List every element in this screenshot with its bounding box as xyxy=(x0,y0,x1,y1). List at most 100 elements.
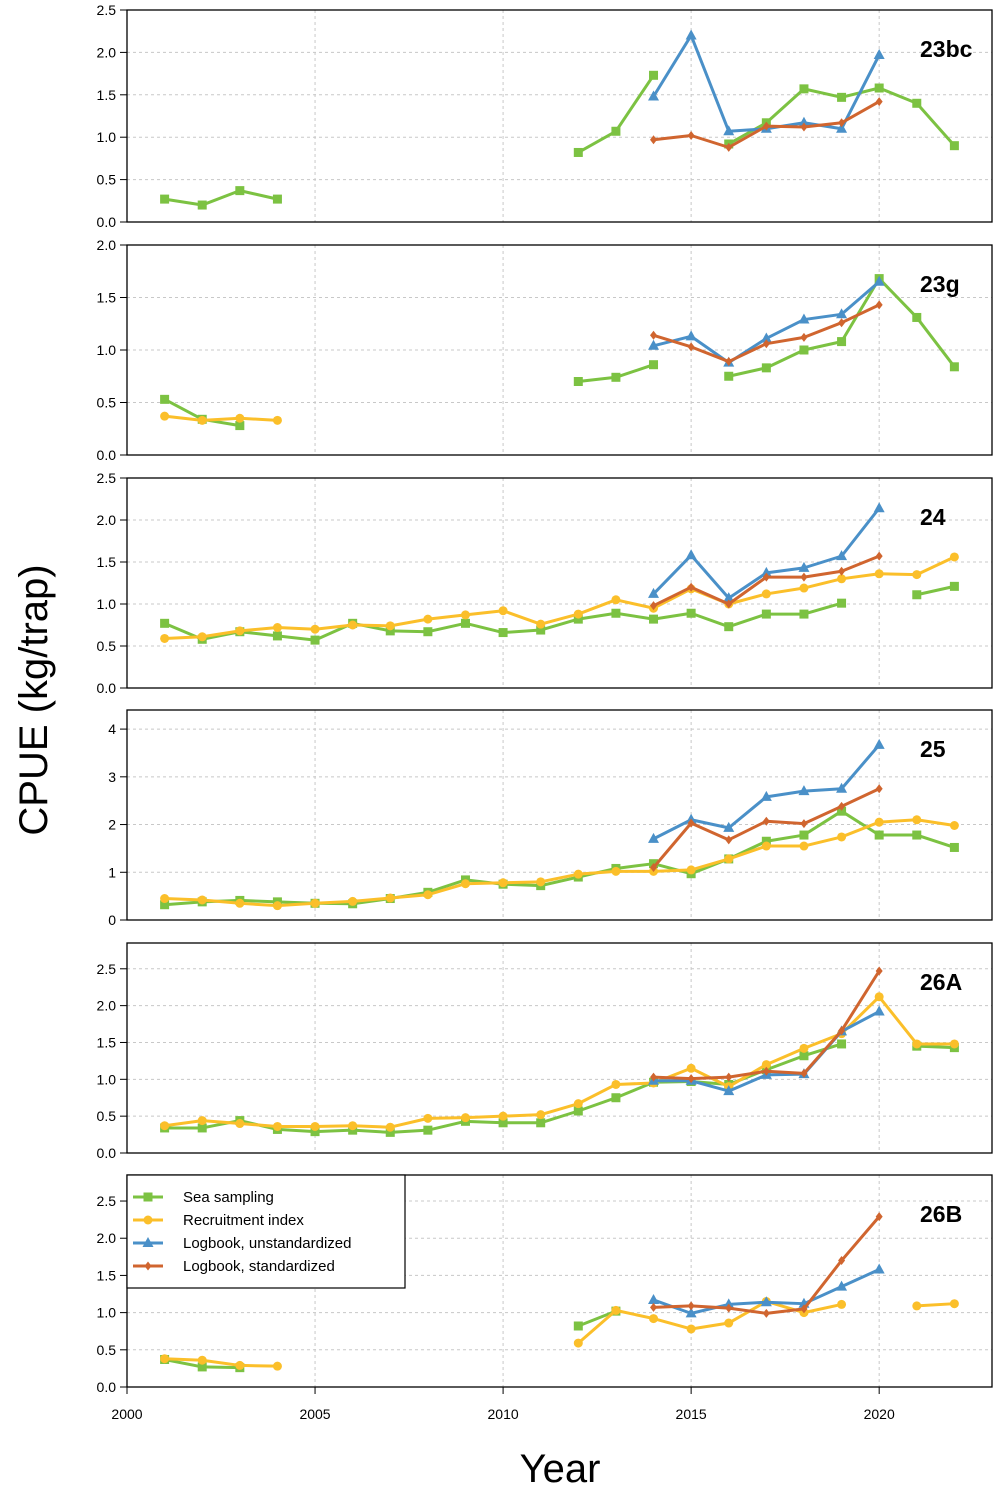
legend-swatch-marker xyxy=(142,1237,154,1247)
data-point xyxy=(800,1068,808,1078)
y-tick-label: 2.5 xyxy=(97,1193,117,1209)
series-line xyxy=(164,555,956,640)
data-point xyxy=(873,738,885,749)
data-point xyxy=(873,275,885,286)
series-line xyxy=(164,414,278,422)
data-point xyxy=(536,877,546,887)
data-point xyxy=(611,372,621,382)
data-point xyxy=(949,842,959,852)
series-line xyxy=(164,189,278,207)
y-tick-label: 1.5 xyxy=(97,87,117,103)
series-line xyxy=(916,1302,955,1308)
data-point xyxy=(725,1303,733,1313)
data-point xyxy=(837,337,847,347)
data-point xyxy=(160,633,170,643)
y-tick-label: 0.0 xyxy=(97,1145,117,1161)
data-point xyxy=(949,362,959,372)
data-point xyxy=(687,342,695,352)
data-point xyxy=(310,1121,320,1131)
series-line xyxy=(577,1309,617,1328)
data-point xyxy=(423,890,433,900)
y-tick-label: 1.0 xyxy=(97,596,117,612)
data-point xyxy=(160,1121,170,1131)
data-point xyxy=(874,992,884,1002)
data-point xyxy=(385,626,395,636)
data-point xyxy=(649,1314,659,1324)
data-point xyxy=(197,1123,207,1133)
data-point xyxy=(498,1111,508,1121)
data-point xyxy=(724,854,734,864)
data-point xyxy=(611,608,621,618)
data-point xyxy=(385,621,395,631)
panel-label: 23bc xyxy=(920,36,973,62)
data-point xyxy=(837,1039,847,1049)
data-point xyxy=(611,866,621,876)
series-logbook-unstandardized xyxy=(648,275,885,367)
data-point xyxy=(836,782,848,793)
data-point xyxy=(272,194,282,204)
data-point xyxy=(650,601,658,611)
data-point xyxy=(799,841,809,851)
data-point xyxy=(197,1116,207,1126)
data-point xyxy=(761,836,771,846)
panel-frame xyxy=(126,244,993,456)
data-point xyxy=(874,817,884,827)
data-point xyxy=(687,1301,695,1311)
data-point xyxy=(573,1338,583,1348)
data-point xyxy=(498,878,508,888)
data-point xyxy=(649,614,659,624)
panel-label: 26A xyxy=(920,969,962,995)
data-point xyxy=(685,549,697,560)
data-point xyxy=(160,194,170,204)
data-point xyxy=(160,1354,170,1364)
data-point xyxy=(272,1121,282,1131)
data-point xyxy=(875,1212,883,1222)
data-point xyxy=(385,1127,395,1137)
data-point xyxy=(949,141,959,151)
data-point xyxy=(685,1307,697,1318)
data-point xyxy=(687,1074,695,1084)
legend-box xyxy=(126,1174,406,1289)
series-logbook-standardized xyxy=(650,300,883,367)
data-point xyxy=(272,901,282,911)
data-point xyxy=(762,339,770,349)
y-tick-label: 0.5 xyxy=(97,395,117,411)
data-point xyxy=(272,623,282,633)
data-point xyxy=(197,1362,207,1372)
data-point xyxy=(573,377,583,386)
panel-frame xyxy=(126,709,993,921)
data-point xyxy=(874,83,884,93)
y-tick-label: 2.0 xyxy=(97,998,117,1014)
panel-25: 0 1 2 3 4 25 xyxy=(108,709,993,928)
data-point xyxy=(799,609,809,619)
y-tick-label: 2.0 xyxy=(97,512,117,528)
data-point xyxy=(573,1321,583,1331)
series-logbook-standardized xyxy=(650,784,883,872)
data-point xyxy=(687,818,695,828)
x-tick-label: 2005 xyxy=(299,1406,330,1422)
data-point xyxy=(423,1125,433,1135)
data-point xyxy=(912,312,922,322)
data-point xyxy=(725,599,733,609)
data-point xyxy=(686,865,696,875)
data-point xyxy=(873,1005,885,1016)
series-logbook-unstandardized xyxy=(648,738,885,843)
data-point xyxy=(761,589,771,599)
data-point xyxy=(573,1099,583,1109)
data-point xyxy=(837,574,847,584)
data-point xyxy=(762,816,770,826)
y-tick-label: 1.5 xyxy=(97,290,117,306)
y-tick-label: 0.0 xyxy=(97,680,117,696)
series-line xyxy=(164,1357,278,1368)
series-sea-sampling xyxy=(160,806,959,910)
data-point xyxy=(838,1256,846,1266)
y-tick-label: 4 xyxy=(108,721,116,737)
series-recruitment-index xyxy=(160,411,282,425)
series-sea-sampling xyxy=(160,1039,959,1137)
y-tick-label: 2.5 xyxy=(97,2,117,18)
data-point xyxy=(686,1324,696,1334)
data-point xyxy=(573,609,583,619)
data-point xyxy=(235,898,245,908)
data-point xyxy=(348,896,358,906)
data-point xyxy=(648,587,660,598)
